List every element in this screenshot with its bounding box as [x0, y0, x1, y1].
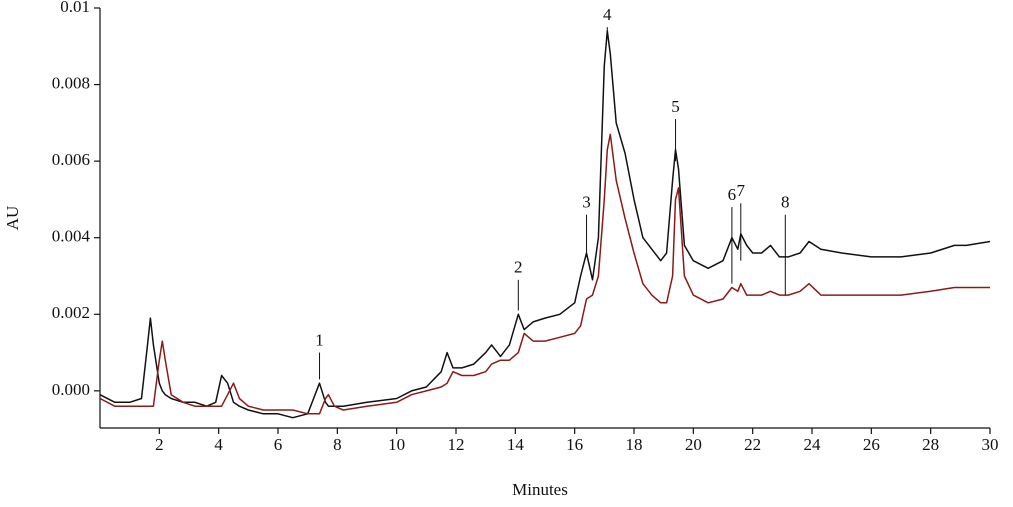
y-tick-label: 0.002 [52, 303, 90, 322]
y-tick-label: 0.004 [52, 227, 91, 246]
x-tick-label: 28 [922, 435, 939, 454]
x-tick-label: 10 [388, 435, 405, 454]
y-tick-label: 0.000 [52, 380, 90, 399]
x-tick-label: 26 [863, 435, 880, 454]
x-tick-label: 18 [626, 435, 643, 454]
x-tick-label: 14 [507, 435, 525, 454]
annotation-label: 1 [315, 330, 324, 349]
x-tick-label: 8 [333, 435, 342, 454]
annotation-label: 6 [728, 185, 737, 204]
x-tick-label: 30 [982, 435, 999, 454]
series-line [99, 30, 991, 419]
y-axis-label: AU [3, 206, 22, 231]
x-tick-label: 2 [155, 435, 164, 454]
annotation-label: 8 [781, 193, 790, 212]
x-tick-label: 24 [804, 435, 822, 454]
y-tick-label: 0.006 [52, 150, 90, 169]
x-tick-label: 20 [685, 435, 702, 454]
annotation-label: 5 [671, 97, 680, 116]
series-line [99, 133, 990, 415]
x-axis-label: Minutes [512, 480, 568, 499]
y-tick-label: 0.008 [52, 73, 90, 92]
annotation-label: 3 [582, 193, 591, 212]
annotation-label: 4 [603, 5, 612, 24]
x-tick-label: 22 [744, 435, 761, 454]
y-tick-label: 0.01 [60, 0, 90, 16]
x-tick-label: 4 [214, 435, 223, 454]
x-tick-label: 12 [448, 435, 465, 454]
annotation-label: 7 [737, 181, 746, 200]
annotation-label: 2 [514, 258, 523, 277]
x-tick-label: 16 [566, 435, 583, 454]
x-tick-label: 6 [274, 435, 283, 454]
